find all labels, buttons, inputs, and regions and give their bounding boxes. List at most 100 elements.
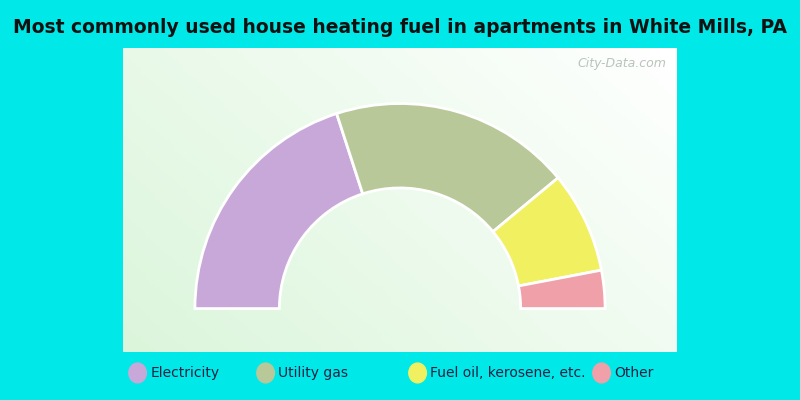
Bar: [127, 200, 132, 204]
Bar: [663, 268, 668, 272]
Bar: [215, 234, 220, 238]
Bar: [298, 158, 303, 162]
Bar: [520, 90, 525, 94]
Bar: [622, 265, 626, 268]
Bar: [553, 212, 558, 215]
Bar: [455, 189, 460, 192]
Bar: [460, 94, 465, 97]
Bar: [303, 215, 307, 219]
Bar: [590, 71, 594, 74]
Bar: [558, 139, 562, 143]
Bar: [418, 226, 423, 230]
Bar: [340, 291, 345, 295]
Bar: [150, 154, 155, 158]
Bar: [206, 208, 210, 212]
Bar: [558, 344, 562, 348]
Bar: [266, 132, 270, 135]
Bar: [478, 208, 483, 212]
Bar: [141, 265, 146, 268]
Bar: [206, 280, 210, 284]
Bar: [502, 147, 506, 151]
Bar: [525, 295, 530, 299]
Bar: [451, 154, 455, 158]
Bar: [127, 287, 132, 291]
Bar: [451, 223, 455, 226]
Bar: [164, 250, 169, 253]
Bar: [618, 78, 622, 82]
Bar: [182, 59, 187, 63]
Bar: [298, 246, 303, 250]
Bar: [502, 154, 506, 158]
Bar: [562, 196, 566, 200]
Bar: [122, 109, 127, 113]
Bar: [137, 52, 141, 56]
Bar: [127, 276, 132, 280]
Bar: [206, 124, 210, 128]
Bar: [418, 337, 423, 341]
Bar: [405, 268, 410, 272]
Bar: [377, 329, 382, 333]
Bar: [201, 82, 206, 86]
Bar: [400, 132, 405, 135]
Bar: [382, 71, 386, 74]
Bar: [590, 98, 594, 101]
Bar: [182, 341, 187, 344]
Bar: [530, 200, 534, 204]
Bar: [242, 329, 247, 333]
Bar: [382, 158, 386, 162]
Bar: [307, 59, 312, 63]
Bar: [386, 212, 390, 215]
Bar: [182, 208, 187, 212]
Bar: [608, 234, 613, 238]
Bar: [580, 101, 585, 105]
Bar: [363, 272, 368, 276]
Bar: [502, 177, 506, 181]
Bar: [608, 295, 613, 299]
Bar: [534, 215, 538, 219]
Bar: [197, 120, 201, 124]
Bar: [520, 139, 525, 143]
Bar: [312, 158, 317, 162]
Bar: [478, 124, 483, 128]
Bar: [618, 219, 622, 223]
Bar: [603, 135, 608, 139]
Bar: [562, 177, 566, 181]
Bar: [322, 170, 326, 174]
Bar: [206, 158, 210, 162]
Bar: [553, 280, 558, 284]
Bar: [307, 295, 312, 299]
Bar: [242, 215, 247, 219]
Bar: [442, 74, 446, 78]
Bar: [395, 170, 400, 174]
Bar: [132, 185, 137, 189]
Bar: [187, 265, 192, 268]
Bar: [335, 59, 340, 63]
Bar: [229, 109, 234, 113]
Bar: [169, 226, 174, 230]
Bar: [432, 238, 437, 242]
Bar: [585, 253, 590, 257]
Bar: [262, 94, 266, 97]
Bar: [307, 341, 312, 344]
Bar: [368, 143, 372, 147]
Bar: [187, 71, 192, 74]
Bar: [238, 280, 242, 284]
Bar: [525, 348, 530, 352]
Bar: [266, 109, 270, 113]
Bar: [345, 333, 349, 337]
Bar: [631, 86, 636, 90]
Bar: [234, 219, 238, 223]
Bar: [368, 306, 372, 310]
Bar: [252, 150, 257, 154]
Bar: [488, 177, 493, 181]
Bar: [594, 147, 599, 151]
Bar: [155, 226, 159, 230]
Bar: [284, 272, 289, 276]
Bar: [137, 185, 141, 189]
Bar: [192, 246, 197, 250]
Bar: [390, 295, 395, 299]
Bar: [558, 280, 562, 284]
Bar: [262, 284, 266, 287]
Bar: [234, 166, 238, 170]
Bar: [502, 185, 506, 189]
